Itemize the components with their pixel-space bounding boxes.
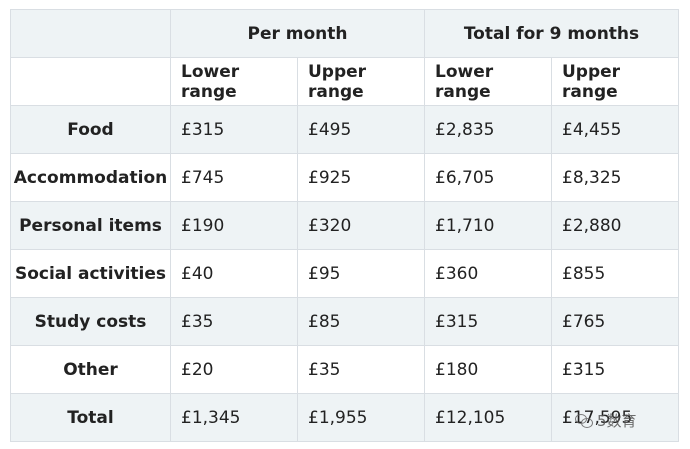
row-label: Personal items	[10, 201, 171, 250]
table-row-total: Total £1,345 £1,955 £12,105 £17,595	[10, 393, 679, 442]
row-label: Social activities	[10, 249, 171, 298]
table-cell: £320	[297, 201, 425, 250]
table-cell: £315	[424, 297, 552, 346]
table-cell: £1,345	[170, 393, 298, 442]
table-cell: £20	[170, 345, 298, 394]
table-cell: £180	[424, 345, 552, 394]
row-label: Other	[10, 345, 171, 394]
table-cell: £8,325	[551, 153, 679, 202]
group-header-total-9-months: Total for 9 months	[424, 9, 679, 58]
table-row: Study costs £35 £85 £315 £765	[10, 297, 679, 346]
watermark: 5数育	[575, 410, 637, 431]
row-label: Accommodation	[10, 153, 171, 202]
cost-table-wrapper: Per month Total for 9 months Lower range…	[10, 9, 679, 442]
table-cell: £855	[551, 249, 679, 298]
sub-header: Lower range	[170, 57, 298, 106]
table-cell: £40	[170, 249, 298, 298]
watermark-text: 5数育	[597, 412, 637, 430]
sub-header: Lower range	[424, 57, 552, 106]
row-label: Total	[10, 393, 171, 442]
table-cell: £190	[170, 201, 298, 250]
table-cell: £95	[297, 249, 425, 298]
table-row: Food £315 £495 £2,835 £4,455	[10, 105, 679, 154]
table-cell: £315	[551, 345, 679, 394]
wechat-icon	[575, 413, 593, 428]
sub-header: Upper range	[551, 57, 679, 106]
row-label: Study costs	[10, 297, 171, 346]
table-cell: £6,705	[424, 153, 552, 202]
table-cell: £765	[551, 297, 679, 346]
table-cell: £4,455	[551, 105, 679, 154]
table-cell: £1,710	[424, 201, 552, 250]
table-cell: £925	[297, 153, 425, 202]
table-cell: £1,955	[297, 393, 425, 442]
table-cell: £35	[297, 345, 425, 394]
table-row: Personal items £190 £320 £1,710 £2,880	[10, 201, 679, 250]
sub-header: Upper range	[297, 57, 425, 106]
table-cell: £315	[170, 105, 298, 154]
table-cell: £745	[170, 153, 298, 202]
group-header-per-month: Per month	[170, 9, 425, 58]
table-cell: £12,105	[424, 393, 552, 442]
group-header-row: Per month Total for 9 months	[10, 9, 679, 58]
table-row: Accommodation £745 £925 £6,705 £8,325	[10, 153, 679, 202]
table-cell: £360	[424, 249, 552, 298]
table-row: Other £20 £35 £180 £315	[10, 345, 679, 394]
table-cell: £17,595	[551, 393, 679, 442]
row-label: Food	[10, 105, 171, 154]
table-row: Social activities £40 £95 £360 £855	[10, 249, 679, 298]
table-cell: £495	[297, 105, 425, 154]
table-cell: £2,880	[551, 201, 679, 250]
table-cell: £35	[170, 297, 298, 346]
corner-cell	[10, 9, 171, 58]
table-cell: £2,835	[424, 105, 552, 154]
cost-table: Per month Total for 9 months Lower range…	[10, 9, 679, 442]
blank-header-cell	[10, 57, 171, 106]
sub-header-row: Lower range Upper range Lower range Uppe…	[10, 57, 679, 106]
table-cell: £85	[297, 297, 425, 346]
